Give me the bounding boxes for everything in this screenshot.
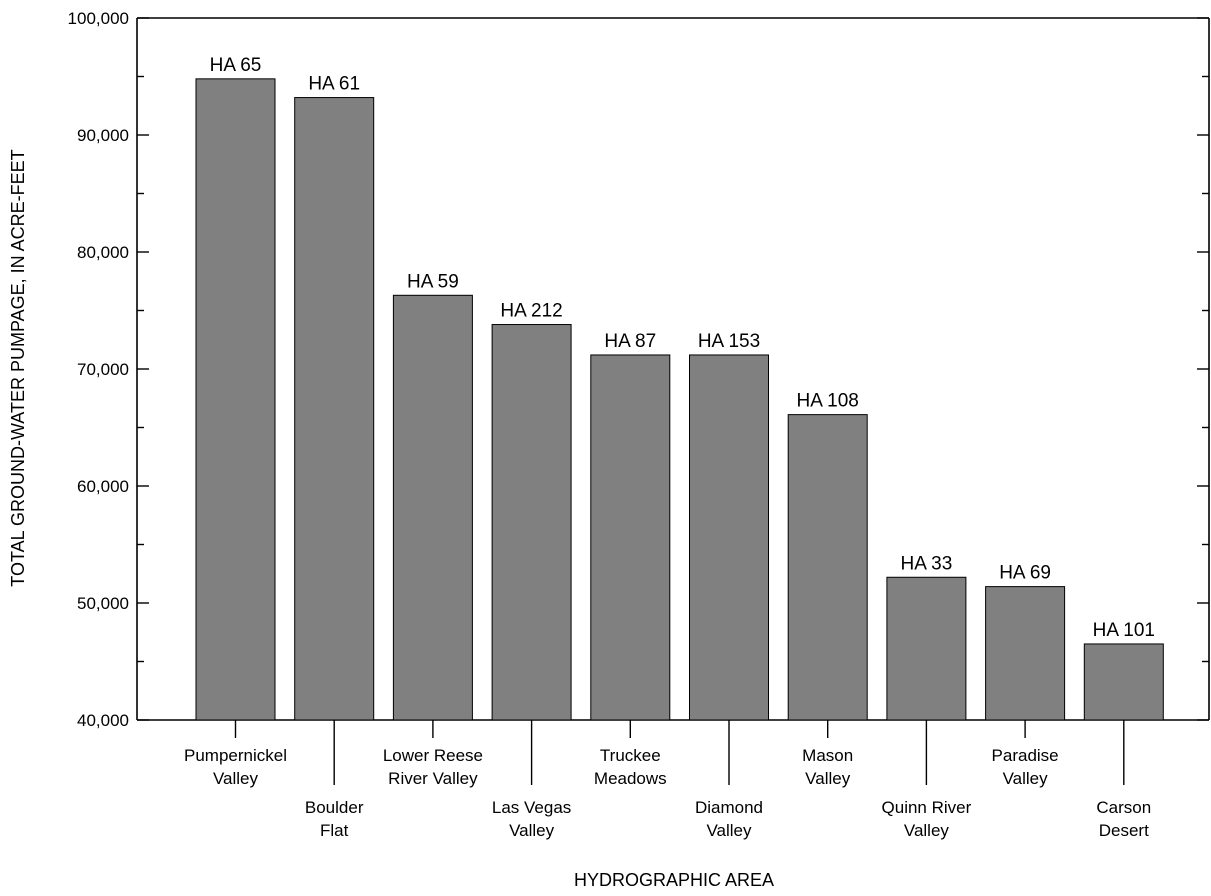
x-tick-label: Boulder — [305, 798, 364, 817]
bar-data-label: HA 59 — [407, 271, 459, 292]
x-tick-label: Meadows — [594, 769, 667, 788]
y-tick-label: 80,000 — [77, 243, 129, 262]
x-tick-label: Valley — [1003, 769, 1049, 788]
bar-data-label: HA 153 — [698, 331, 760, 352]
y-tick-label: 100,000 — [68, 9, 129, 28]
bar — [689, 354, 769, 721]
data-labels: HA 65 HA 61 HA 59 HA 212 HA 87 HA 153 HA 108 HA… — [210, 55, 1155, 641]
x-axis-title: HYDROGRAPHIC AREA — [574, 870, 774, 890]
bar — [1083, 643, 1164, 721]
x-ticks — [234, 720, 1125, 785]
bar-data-label: HA 108 — [797, 391, 859, 412]
bar — [787, 414, 868, 721]
x-tick-label: Quinn River — [882, 798, 972, 817]
bar — [590, 354, 671, 721]
bar-data-label: HA 61 — [308, 74, 360, 95]
x-tick-label: Valley — [509, 821, 555, 840]
bar — [294, 97, 375, 721]
x-tick-label: Diamond — [695, 798, 763, 817]
x-tick-label: Flat — [320, 821, 349, 840]
bars — [195, 78, 1164, 721]
y-ticks: 40,000 50,000 60,000 70,000 80,000 90,000 100,… — [68, 9, 1209, 730]
x-tick-label: Lower Reese — [383, 746, 483, 765]
x-tick-label: Valley — [706, 821, 752, 840]
x-tick-label: Carson — [1096, 798, 1151, 817]
x-tick-labels: Pumpernickel Valley Boulder Flat Lower Reese… — [184, 746, 1151, 840]
bar-data-label: HA 69 — [999, 563, 1051, 584]
bar — [195, 78, 276, 721]
x-tick-label: Pumpernickel — [184, 746, 287, 765]
bar-data-label: HA 87 — [604, 331, 656, 352]
bar — [886, 576, 967, 721]
x-tick-label: River Valley — [388, 769, 478, 788]
bar-data-label: HA 65 — [210, 55, 262, 76]
y-tick-label: 90,000 — [77, 126, 129, 145]
x-tick-label: Valley — [904, 821, 950, 840]
x-tick-label: Desert — [1099, 821, 1149, 840]
y-tick-label: 60,000 — [77, 477, 129, 496]
x-tick-label: Truckee — [600, 746, 661, 765]
bar-data-label: HA 101 — [1093, 620, 1155, 641]
bar — [491, 324, 572, 721]
y-tick-label: 70,000 — [77, 360, 129, 379]
x-tick-label: Valley — [805, 769, 851, 788]
bar-data-label: HA 212 — [500, 301, 562, 322]
x-tick-label: Valley — [213, 769, 259, 788]
x-tick-label: Mason — [802, 746, 853, 765]
y-tick-label: 40,000 — [77, 711, 129, 730]
bar — [985, 586, 1066, 721]
plot-area: 40,000 50,000 60,000 70,000 80,000 90,000 100,… — [68, 9, 1210, 840]
x-tick-label: Paradise — [992, 746, 1059, 765]
y-tick-label: 50,000 — [77, 594, 129, 613]
bar — [392, 294, 473, 721]
y-axis-title: TOTAL GROUND-WATER PUMPAGE, IN ACRE-FEET — [8, 149, 28, 586]
bar-data-label: HA 33 — [901, 553, 953, 574]
x-tick-label: Las Vegas — [492, 798, 571, 817]
